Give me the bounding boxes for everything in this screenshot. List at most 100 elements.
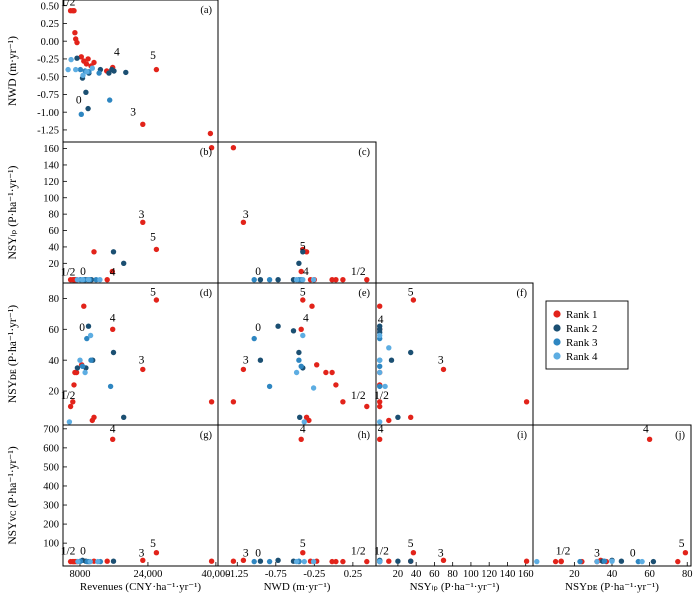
x-tick-label: 60 xyxy=(429,569,440,580)
legend-marker-rank-2 xyxy=(553,324,561,332)
point-annotation: 0 xyxy=(80,546,86,558)
data-point-rank-3 xyxy=(251,558,257,565)
data-point-rank-4 xyxy=(609,558,615,564)
point-annotation: 5 xyxy=(150,50,156,62)
y-tick-label: 100 xyxy=(43,193,59,204)
data-point-rank-3 xyxy=(107,97,113,103)
data-point-rank-4 xyxy=(293,277,300,283)
data-point-rank-3 xyxy=(251,277,257,283)
data-point-rank-1 xyxy=(104,558,110,564)
data-point-rank-4 xyxy=(382,383,388,390)
data-point-rank-2 xyxy=(74,55,80,61)
data-point-rank-4 xyxy=(377,558,383,565)
point-annotation: 1/2 xyxy=(374,546,389,558)
point-annotation: 3 xyxy=(130,107,136,119)
data-point-rank-4 xyxy=(85,277,92,283)
y-tick-label: 40 xyxy=(49,356,60,367)
panel-i: 20 40 60 80 100 120 140 160 4 5 1/2 3 (i) NSYₗₚ (P·ha… xyxy=(374,424,533,593)
panel-c: 3 0 5 4 1/2 (c) xyxy=(217,141,377,284)
point-annotation: 5 xyxy=(679,538,685,550)
point-annotation: 0 xyxy=(630,547,636,559)
y-tick-label: -0.25 xyxy=(37,55,59,66)
data-point-rank-1 xyxy=(309,303,315,309)
data-point-rank-4 xyxy=(74,277,81,283)
point-annotation: 0 xyxy=(79,322,85,334)
data-point-rank-2 xyxy=(290,328,297,334)
point-annotation: 1/2 xyxy=(61,0,76,9)
data-point-rank-2 xyxy=(83,89,89,96)
y-tick-label: 300 xyxy=(43,501,59,512)
data-point-rank-1 xyxy=(410,550,417,556)
legend-marker-rank-3 xyxy=(553,338,561,346)
point-annotation: 3 xyxy=(594,547,600,559)
data-point-rank-1 xyxy=(440,366,447,373)
y-axis-label: NSYₗₚ (P·ha⁻¹·yr⁻¹) xyxy=(7,165,19,259)
data-point-rank-2 xyxy=(110,558,117,564)
data-point-rank-1 xyxy=(300,297,306,303)
data-point-rank-4 xyxy=(73,66,79,73)
data-point-rank-4 xyxy=(77,357,83,363)
data-point-rank-1 xyxy=(207,130,214,137)
y-tick-label: 160 xyxy=(43,144,59,155)
panel-label: (g) xyxy=(200,430,213,441)
y-tick-label: 0.00 xyxy=(41,37,59,48)
data-point-rank-4 xyxy=(301,558,307,565)
panel-e: 5 4 0 3 1/2 (e) xyxy=(217,282,377,426)
data-point-rank-1 xyxy=(91,59,97,66)
data-point-rank-1 xyxy=(230,145,237,151)
point-annotation: 0 xyxy=(255,547,261,559)
point-annotation: 5 xyxy=(300,538,306,550)
y-tick-label: 60 xyxy=(49,226,60,237)
panel-label: (d) xyxy=(200,288,213,299)
x-tick-label: 20 xyxy=(569,569,580,580)
data-point-rank-1 xyxy=(70,399,76,405)
point-annotation: 5 xyxy=(150,231,156,243)
panel-frame xyxy=(375,424,534,567)
data-point-rank-1 xyxy=(298,436,304,442)
data-point-rank-2 xyxy=(257,357,264,363)
data-point-rank-3 xyxy=(251,335,257,342)
data-point-rank-1 xyxy=(303,249,310,255)
data-point-rank-3 xyxy=(84,335,90,342)
point-annotation: 1/2 xyxy=(61,390,76,402)
point-annotation: 3 xyxy=(139,209,145,221)
data-point-rank-4 xyxy=(65,66,71,73)
y-tick-label: -1.00 xyxy=(37,108,59,119)
data-point-rank-1 xyxy=(364,403,370,410)
data-point-rank-2 xyxy=(618,558,625,564)
y-axis-label: NWD (m·yr⁻¹) xyxy=(7,36,19,106)
data-point-rank-1 xyxy=(377,403,383,410)
data-point-rank-1 xyxy=(240,557,247,563)
data-point-rank-1 xyxy=(314,362,320,368)
data-point-rank-4 xyxy=(87,558,93,565)
x-axis-label: NWD (m·yr⁻¹) xyxy=(264,581,331,593)
y-tick-label: 0.25 xyxy=(41,19,59,30)
data-point-rank-1 xyxy=(83,61,90,67)
data-point-rank-1 xyxy=(329,558,335,565)
y-tick-label: 0.50 xyxy=(41,1,59,12)
data-point-rank-1 xyxy=(67,403,74,410)
data-point-rank-1 xyxy=(153,550,160,556)
y-tick-label: 140 xyxy=(43,161,59,172)
data-point-rank-3 xyxy=(79,363,86,369)
point-annotation: 5 xyxy=(300,240,306,252)
data-point-rank-2 xyxy=(395,414,401,420)
point-annotation: 5 xyxy=(150,286,156,298)
data-point-rank-1 xyxy=(377,303,383,309)
data-point-rank-1 xyxy=(340,277,346,283)
data-point-rank-2 xyxy=(121,260,127,266)
data-point-rank-4 xyxy=(639,558,645,565)
data-point-rank-1 xyxy=(71,382,77,388)
data-point-rank-1 xyxy=(333,558,339,565)
data-point-rank-4 xyxy=(386,345,392,351)
data-point-rank-1 xyxy=(377,399,383,405)
legend-label-rank-4: Rank 4 xyxy=(566,351,598,363)
x-tick-label: 80 xyxy=(682,569,693,580)
data-point-rank-1 xyxy=(306,417,312,424)
data-point-rank-1 xyxy=(72,30,78,36)
data-point-rank-2 xyxy=(74,365,81,371)
legend-label-rank-3: Rank 3 xyxy=(566,337,598,349)
data-point-rank-1 xyxy=(298,326,304,332)
legend-label-rank-2: Rank 2 xyxy=(566,323,597,335)
